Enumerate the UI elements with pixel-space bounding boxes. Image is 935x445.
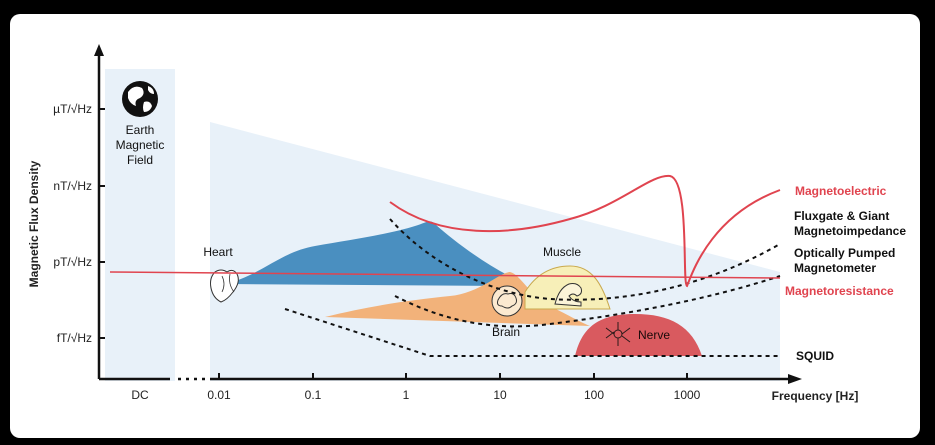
x-tick-label: 10	[493, 388, 507, 402]
fluxgate-curve	[389, 218, 781, 301]
x-tick-label: 100	[584, 388, 604, 402]
opm-curve	[394, 275, 781, 328]
x-tick-label: 0.01	[207, 388, 231, 402]
x-tick-label: 1000	[674, 388, 701, 402]
brain-area	[325, 272, 590, 326]
earth-label-3: Field	[127, 153, 153, 167]
magnetoelectric-curve	[389, 174, 781, 288]
x-tick-label: 0.1	[305, 388, 322, 402]
squid-label: SQUID	[796, 349, 834, 363]
earth-icon	[122, 81, 158, 117]
chart-svg: Earth Magnetic Field µT/√Hz nT/	[27, 44, 906, 403]
brain-label: Brain	[492, 325, 520, 339]
fluxgate-label-2: Magnetoimpedance	[794, 224, 906, 238]
magnetoresistance-label: Magnetoresistance	[785, 284, 894, 298]
fluxgate-label-1: Fluxgate & Giant	[794, 209, 889, 223]
dc-band	[105, 69, 175, 381]
muscle-label: Muscle	[543, 245, 581, 259]
y-axis-arrow	[94, 44, 104, 56]
earth-label-1: Earth	[126, 123, 155, 137]
magnetoelectric-label: Magnetoelectric	[795, 184, 887, 198]
squid-curve	[284, 308, 780, 357]
nerve-label: Nerve	[638, 328, 670, 342]
y-axis-label: Magnetic Flux Density	[27, 160, 41, 287]
heart-area	[225, 221, 515, 286]
magnetoresistance-line	[109, 271, 781, 279]
x-axis-arrow	[788, 374, 802, 384]
y-tick-label: fT/√Hz	[57, 331, 92, 345]
earth-label-2: Magnetic	[116, 138, 165, 152]
nerve-icon	[605, 322, 631, 346]
x-axis-label: Frequency [Hz]	[772, 389, 859, 403]
y-tick-label: nT/√Hz	[53, 179, 92, 193]
x-tick-label: DC	[131, 388, 149, 402]
x-tick-label: 1	[403, 388, 410, 402]
y-tick-label: pT/√Hz	[53, 255, 92, 269]
opm-label-1: Optically Pumped	[794, 246, 895, 260]
heart-label: Heart	[203, 245, 233, 259]
opm-label-2: Magnetometer	[794, 261, 876, 275]
heart-icon	[210, 269, 239, 303]
y-tick-label: µT/√Hz	[53, 102, 92, 116]
nerve-area	[575, 314, 702, 356]
chart-card: Earth Magnetic Field µT/√Hz nT/	[10, 14, 920, 438]
